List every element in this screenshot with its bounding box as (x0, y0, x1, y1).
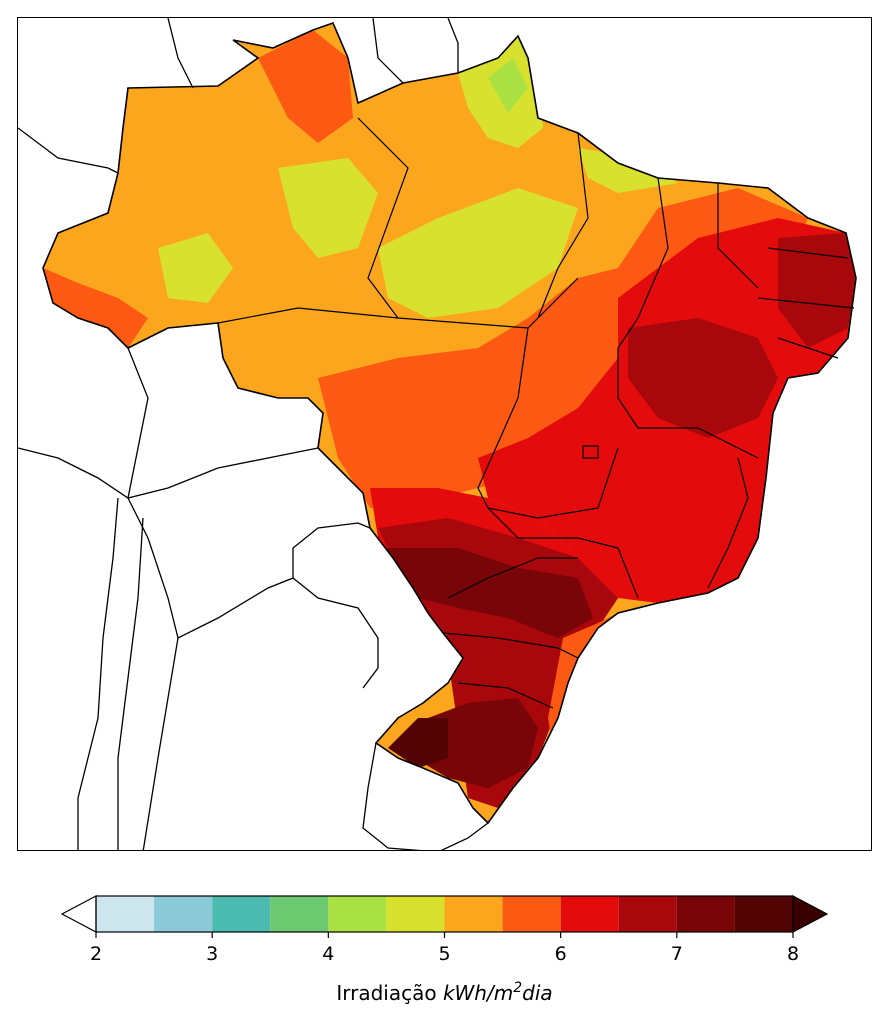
colorbar-tick-label-3: 5 (438, 943, 450, 965)
border-bolivia-para (127, 497, 371, 639)
colorbar-ticks: 2 3 4 5 6 7 8 (90, 932, 799, 965)
irradiation-map (18, 18, 857, 850)
colorbar-segment-0 (96, 896, 155, 932)
border-arg-2 (117, 517, 144, 850)
state-borders (217, 117, 855, 709)
border-west-3 (127, 347, 149, 499)
border-pi-ce (717, 183, 759, 289)
irradiation-fill (43, 23, 856, 823)
colorbar-segment-5 (386, 896, 445, 932)
colorbar-tick-label-4: 6 (555, 943, 567, 965)
colorbar-segment-8 (560, 896, 619, 932)
colorbar-segment-4 (328, 896, 387, 932)
colorbar-segment-10 (676, 896, 735, 932)
zone-north-green-c (158, 233, 233, 303)
border-ne-small-2 (757, 297, 855, 309)
border-mt-north (217, 277, 579, 329)
border-ms-sp (447, 557, 578, 599)
border-ba-west (617, 348, 759, 459)
colorbar-title-sup: 2 (513, 980, 522, 996)
zone-roraima-red (258, 30, 353, 143)
border-df (582, 445, 599, 459)
colorbar-segment-3 (270, 896, 329, 932)
border-north-3 (447, 18, 459, 73)
colorbar-segment-11 (734, 896, 793, 932)
colorbar-over-arrow (792, 895, 829, 933)
colorbar-title-unit: kWh/m (443, 981, 513, 1005)
border-pr-sc (442, 632, 579, 659)
zone-rs-blackred (388, 718, 448, 768)
zone-amapa-lightgreen (488, 58, 528, 113)
colorbar-title: Irradiação kWh/m2dia (336, 980, 552, 1005)
colorbar-tick-label-6: 8 (787, 943, 799, 965)
zone-northeast-darkred (628, 318, 778, 438)
colorbar-tick-label-0: 2 (90, 943, 102, 965)
border-am-pa (357, 117, 409, 319)
border-north-2 (372, 18, 404, 84)
colorbar-segment-7 (502, 896, 561, 932)
zone-north-green-b (378, 188, 578, 318)
colorbar-segment-2 (212, 896, 271, 932)
neighbor-borders (18, 18, 489, 850)
border-ma-pi (617, 177, 669, 349)
border-ne-small-1 (767, 247, 849, 259)
colorbar-segment-6 (444, 896, 503, 932)
border-mg-es (707, 457, 749, 589)
colorbar-segment-1 (154, 896, 213, 932)
colorbar-tick-label-1: 3 (206, 943, 218, 965)
border-arg-1 (77, 497, 119, 850)
border-arg-3 (142, 637, 179, 850)
colorbar-segments (96, 896, 793, 932)
zone-north-green-a (278, 158, 378, 258)
brazil-outline (42, 21, 857, 825)
border-mg-sp (487, 507, 639, 599)
zone-coast-darkred (778, 233, 856, 348)
colorbar-title-tail: dia (522, 981, 553, 1005)
border-para-arg (292, 577, 379, 689)
colorbar-title-prefix: Irradiação (336, 981, 443, 1005)
border-ne-small-3 (777, 337, 839, 359)
zone-maranhao-green (578, 148, 678, 193)
zone-south-darkest (383, 548, 593, 638)
border-west-2 (18, 447, 319, 499)
colorbar-segment-9 (618, 896, 677, 932)
colorbar-under-arrow (60, 895, 97, 933)
border-uruguay (362, 742, 489, 850)
colorbar-tick-label-2: 4 (322, 943, 334, 965)
border-west-1 (18, 127, 119, 174)
border-pa-ma (537, 132, 589, 319)
border-sc-rs (457, 682, 554, 709)
border-north-1 (167, 18, 194, 89)
colorbar-tick-label-5: 7 (671, 943, 683, 965)
map-frame (17, 17, 872, 851)
zone-acre-red (43, 268, 148, 348)
